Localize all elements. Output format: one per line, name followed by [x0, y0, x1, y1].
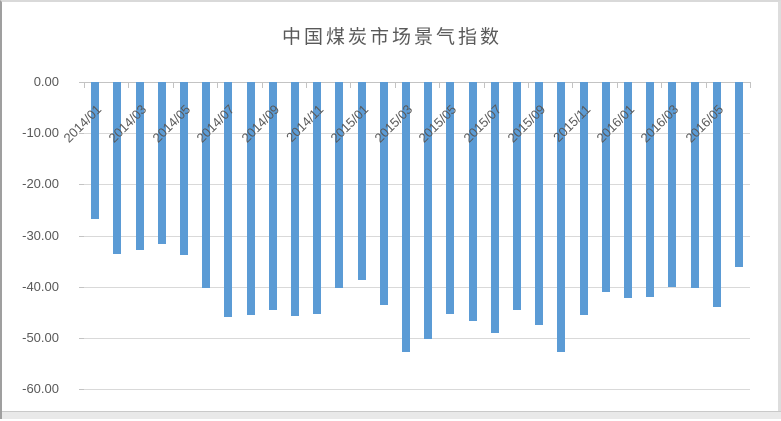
y-gridline — [84, 338, 750, 339]
bar-2014/04[interactable] — [158, 82, 166, 244]
y-gridline — [84, 389, 750, 390]
bar-2014/03[interactable] — [136, 82, 144, 250]
bar-2016/02[interactable] — [646, 82, 654, 297]
chart-title[interactable]: 中国煤炭市场景气指数 — [281, 26, 503, 48]
x-axis-tick — [750, 82, 751, 88]
bar-2014/05[interactable] — [180, 82, 188, 255]
bar-2015/06[interactable] — [469, 82, 477, 321]
bar-2016/04[interactable] — [691, 82, 699, 288]
y-axis-label: -40.00 — [22, 279, 59, 294]
bar-2014/11[interactable] — [313, 82, 321, 314]
bar-2015/07[interactable] — [491, 82, 499, 333]
x-axis-tick — [350, 82, 351, 88]
bar-2014/01[interactable] — [91, 82, 99, 219]
bar-2015/05[interactable] — [446, 82, 454, 314]
x-axis-tick — [306, 82, 307, 88]
bar-2016/06[interactable] — [735, 82, 743, 267]
x-axis-tick — [528, 82, 529, 88]
bar-2015/03[interactable] — [402, 82, 410, 352]
bar-2014/06[interactable] — [202, 82, 210, 288]
y-axis-tick — [79, 236, 84, 237]
bar-2014/08[interactable] — [247, 82, 255, 315]
x-axis-line — [84, 82, 750, 83]
x-axis-tick — [661, 82, 662, 88]
bar-2015/12[interactable] — [602, 82, 610, 292]
y-axis-tick — [79, 133, 84, 134]
y-axis-tick — [79, 184, 84, 185]
x-axis-tick — [395, 82, 396, 88]
x-axis-tick — [262, 82, 263, 88]
x-axis-tick — [617, 82, 618, 88]
x-axis-tick — [484, 82, 485, 88]
bar-2015/11[interactable] — [580, 82, 588, 315]
bar-2015/02[interactable] — [380, 82, 388, 305]
bar-2015/01[interactable] — [358, 82, 366, 280]
y-axis-label: 0.00 — [33, 74, 59, 89]
bar-2014/02[interactable] — [113, 82, 121, 254]
y-axis-label: -10.00 — [22, 125, 59, 140]
bar-2014/10[interactable] — [291, 82, 299, 316]
bar-2014/12[interactable] — [335, 82, 343, 288]
y-axis-tick — [79, 82, 84, 83]
y-axis-label: -20.00 — [22, 176, 59, 191]
y-gridline — [84, 133, 750, 134]
y-axis-label: -50.00 — [22, 330, 59, 345]
y-axis-label: -30.00 — [22, 228, 59, 243]
x-axis-tick — [217, 82, 218, 88]
bar-2014/09[interactable] — [269, 82, 277, 310]
x-axis-tick — [572, 82, 573, 88]
y-axis-tick — [79, 338, 84, 339]
x-axis-tick — [84, 82, 85, 88]
y-axis-label: -60.00 — [22, 381, 59, 396]
x-axis-tick — [439, 82, 440, 88]
y-axis-tick — [79, 389, 84, 390]
bar-2015/10[interactable] — [557, 82, 565, 352]
y-gridline — [84, 287, 750, 288]
bar-2016/05[interactable] — [713, 82, 721, 307]
x-axis-tick — [128, 82, 129, 88]
bar-2015/04[interactable] — [424, 82, 432, 339]
y-gridline — [84, 236, 750, 237]
bar-2015/08[interactable] — [513, 82, 521, 310]
bar-2014/07[interactable] — [224, 82, 232, 317]
x-axis-tick — [706, 82, 707, 88]
y-axis-tick — [79, 287, 84, 288]
bar-2016/01[interactable] — [624, 82, 632, 298]
bar-2015/09[interactable] — [535, 82, 543, 325]
y-gridline — [84, 184, 750, 185]
window-bottom-edge — [2, 411, 781, 419]
x-axis-tick — [173, 82, 174, 88]
bar-2016/03[interactable] — [668, 82, 676, 287]
